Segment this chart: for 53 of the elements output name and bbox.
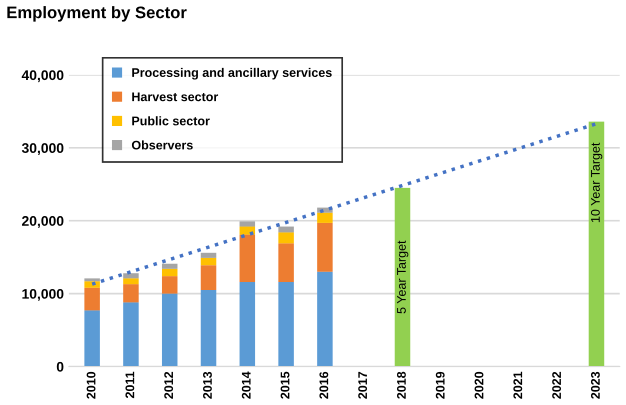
bar <box>240 226 256 235</box>
bar <box>84 288 100 310</box>
x-tick-label: 2020 <box>474 372 484 399</box>
y-tick-label: 0 <box>56 362 64 372</box>
y-tick-label: 40,000 <box>22 70 64 82</box>
bar <box>278 243 294 282</box>
x-tick-label: 2019 <box>436 372 445 399</box>
x-tick-label: 2011 <box>125 372 134 398</box>
bar <box>162 264 178 269</box>
bar <box>123 273 139 278</box>
bar <box>123 284 139 302</box>
x-tick-label: 2017 <box>358 372 368 399</box>
bar <box>278 226 294 232</box>
x-tick-label: 2018 <box>396 372 406 399</box>
x-tick-label: 2022 <box>552 372 562 399</box>
bar <box>123 278 139 284</box>
annotation: 10 Year Target <box>590 142 602 222</box>
y-tick-label: 10,000 <box>22 288 64 301</box>
x-tick-label: 2016 <box>319 372 328 399</box>
bar <box>317 272 333 367</box>
x-tick-label: 2013 <box>203 372 212 399</box>
x-tick-label: 2010 <box>86 372 96 399</box>
bar <box>240 221 256 227</box>
bar <box>200 258 216 266</box>
bar <box>200 252 216 258</box>
bar <box>278 232 294 244</box>
legend-label: Public sector <box>132 116 210 126</box>
legend-label: Harvest sector <box>132 92 218 102</box>
legend-label: Observers <box>132 140 193 150</box>
bar <box>588 122 604 367</box>
x-tick-label: 2021 <box>513 372 522 399</box>
bar <box>162 294 178 367</box>
x-tick-label: 2012 <box>164 372 174 399</box>
bar <box>278 282 294 367</box>
bar <box>394 188 410 367</box>
y-tick-label: 30,000 <box>22 143 64 156</box>
annotation: 5 Year Target <box>397 240 408 314</box>
bar <box>200 290 216 367</box>
x-tick-label: 2023 <box>590 372 600 399</box>
chart-title: Employment by Sector <box>7 6 187 22</box>
bar <box>84 310 100 367</box>
bar <box>317 212 333 223</box>
bar <box>240 282 256 367</box>
bar <box>162 268 178 276</box>
bar <box>200 265 216 290</box>
legend-label: Processing and ancillary services <box>132 68 332 80</box>
bar <box>162 276 178 294</box>
x-tick-label: 2014 <box>242 371 251 399</box>
x-tick-label: 2015 <box>280 372 290 399</box>
bar <box>240 234 256 282</box>
bar <box>123 302 139 367</box>
bar <box>317 222 333 272</box>
y-tick-label: 20,000 <box>22 216 64 228</box>
